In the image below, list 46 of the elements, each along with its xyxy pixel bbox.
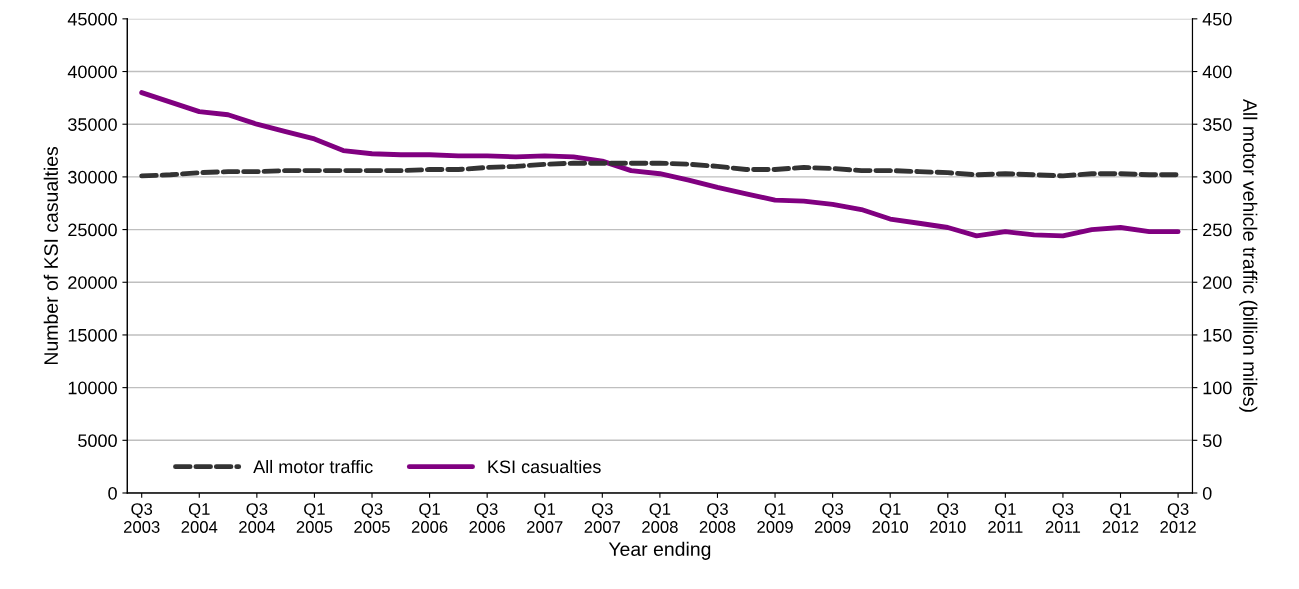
x-tick-label: Q3 2004 <box>239 503 275 533</box>
y2-tick-label: 250 <box>1203 223 1232 237</box>
x-axis-title: Year ending <box>608 541 711 560</box>
y-tick-label: 10000 <box>68 381 117 395</box>
y-tick-label: 5000 <box>78 434 117 448</box>
y-tick-label: 15000 <box>68 328 117 342</box>
x-tick-label: Q3 2011 <box>1045 503 1081 533</box>
y2-tick-label: 400 <box>1202 65 1232 79</box>
x-tick-label: Q1 2007 <box>527 503 563 533</box>
y-tick-label: 40000 <box>67 65 117 79</box>
y2-tick-label: 0 <box>1202 486 1212 500</box>
y2-tick-label: 300 <box>1202 170 1232 184</box>
legend-label: All motor traffic <box>253 459 373 474</box>
x-tick-label: Q3 2003 <box>124 503 160 533</box>
x-tick-label: Q1 2008 <box>642 503 678 533</box>
x-tick-label: Q1 2012 <box>1102 503 1139 533</box>
y2-tick-label: 100 <box>1203 381 1232 395</box>
x-tick-label: Q1 2010 <box>872 503 909 533</box>
y-tick-label: 30000 <box>68 170 117 184</box>
y-tick-label: 25000 <box>68 223 117 237</box>
y2-tick-label: 150 <box>1203 328 1232 342</box>
x-tick-label: Q1 2006 <box>411 503 448 533</box>
x-tick-label: Q1 2009 <box>757 503 793 533</box>
y-tick-label: 35000 <box>68 118 117 131</box>
y2-axis-title: All motor vehicle traffic (billion miles) <box>1239 98 1258 412</box>
x-tick-label: Q1 2004 <box>181 503 218 533</box>
x-tick-label: Q3 2008 <box>699 503 736 533</box>
y-tick-label: 45000 <box>67 12 117 26</box>
x-tick-label: Q1 2011 <box>988 503 1023 533</box>
x-tick-label: Q3 2012 <box>1160 503 1196 533</box>
x-tick-label: Q3 2005 <box>354 503 390 533</box>
line-series <box>139 160 1181 179</box>
x-tick-label: Q3 2009 <box>814 503 851 533</box>
x-tick-label: Q3 2007 <box>584 503 621 533</box>
line-series <box>139 90 1181 239</box>
x-tick-label: Q1 2005 <box>296 503 333 533</box>
y2-tick-label: 450 <box>1202 12 1232 26</box>
y2-tick-label: 200 <box>1203 276 1232 289</box>
y2-tick-label: 50 <box>1202 434 1222 448</box>
x-tick-label: Q3 2006 <box>469 503 505 533</box>
y-tick-label: 0 <box>108 486 117 500</box>
legend-label: KSI casualties <box>488 459 601 474</box>
y-tick-label: 20000 <box>68 276 117 289</box>
x-tick-label: Q3 2010 <box>930 503 966 533</box>
y2-tick-label: 350 <box>1202 118 1232 131</box>
y-axis-title: Number of KSI casualties <box>43 146 58 365</box>
